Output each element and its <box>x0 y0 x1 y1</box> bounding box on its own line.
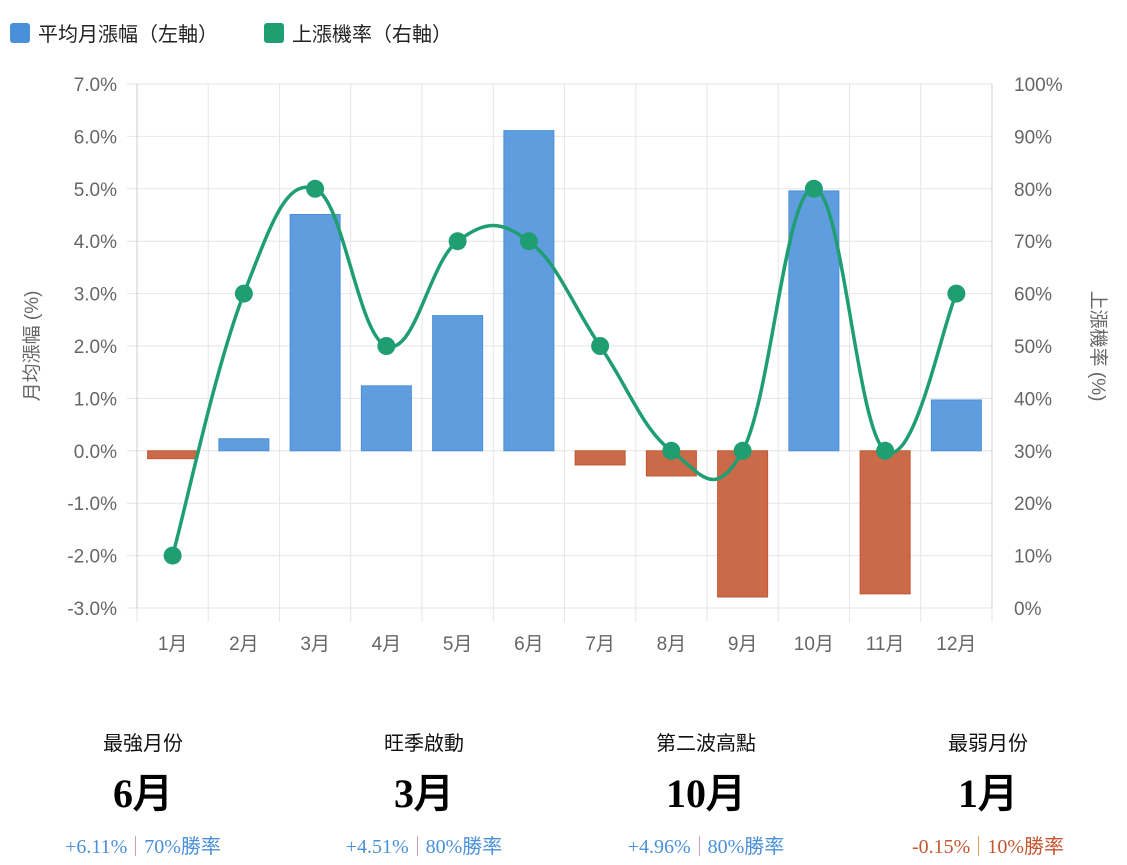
y-tick-label: 5.0% <box>74 180 117 201</box>
y2-tick-label: 70% <box>1014 232 1052 253</box>
stat-card: 最弱月份 1月 -0.15% 10%勝率 <box>858 725 1118 859</box>
stat-winrate: 70%勝率 <box>144 836 221 858</box>
win-rate-point <box>234 284 253 303</box>
stat-label: 最強月份 <box>103 733 183 755</box>
x-tick-label: 6月 <box>514 634 544 655</box>
bar <box>930 399 982 452</box>
stat-card: 第二波高點 10月 +4.96% 80%勝率 <box>576 725 836 859</box>
chart: -3.0% 0% -2.0% 10% -1.0% 20% 0.0% 30% 1.0% 40% 2.0… <box>21 75 1109 655</box>
bar <box>289 213 341 452</box>
stat-winrate: 80%勝率 <box>707 836 785 858</box>
y-tick-label: 4.0% <box>74 232 117 253</box>
stat-month: 10月 <box>666 771 746 816</box>
win-rate-point <box>448 232 467 251</box>
stat-change: +4.96% <box>627 836 691 858</box>
x-tick-label: 11月 <box>866 634 905 655</box>
x-tick-label: 10月 <box>794 634 834 655</box>
stat-card: 最強月份 6月 +6.11% 70%勝率 <box>13 725 273 859</box>
y-tick-label: 1.0% <box>74 389 117 410</box>
stat-label: 最弱月份 <box>948 733 1028 755</box>
y2-tick-label: 30% <box>1014 442 1052 463</box>
win-rate-point <box>947 284 966 303</box>
stat-label: 旺季啟動 <box>384 733 464 755</box>
legend-item-line[interactable]: 上漲機率（右軸） <box>264 18 452 47</box>
legend-item-bar[interactable]: 平均月漲幅（左軸） <box>10 18 218 47</box>
y2-tick-label: 40% <box>1014 389 1052 410</box>
win-rate-point <box>662 441 681 460</box>
bar <box>574 450 626 466</box>
y-tick-label: -3.0% <box>67 599 117 620</box>
y2-tick-label: 80% <box>1014 180 1052 201</box>
win-rate-point <box>163 546 182 565</box>
bar <box>218 438 270 452</box>
bar <box>147 450 199 460</box>
x-tick-label: 5月 <box>443 634 473 655</box>
stat-month: 6月 <box>113 771 173 816</box>
stat-month: 3月 <box>394 771 454 816</box>
bar <box>432 315 484 452</box>
win-rate-point <box>306 179 325 198</box>
y2-tick-label: 100% <box>1014 75 1063 96</box>
bar <box>859 450 911 595</box>
y-tick-label: -1.0% <box>67 494 117 515</box>
x-tick-label: 4月 <box>372 634 402 655</box>
stat-change: -0.15% <box>912 836 971 858</box>
x-tick-label: 8月 <box>657 634 687 655</box>
legend-label: 平均月漲幅（左軸） <box>38 24 218 46</box>
y2-tick-label: 0% <box>1014 599 1042 620</box>
legend-label: 上漲機率（右軸） <box>292 24 452 46</box>
y2-tick-label: 20% <box>1014 494 1052 515</box>
stat-month: 1月 <box>958 771 1018 816</box>
stat-change: +4.51% <box>345 836 409 858</box>
stat-label: 第二波高點 <box>656 733 756 755</box>
y2-tick-label: 10% <box>1014 547 1052 568</box>
y2-tick-label: 50% <box>1014 337 1052 358</box>
y-tick-label: 6.0% <box>74 127 117 148</box>
stat-winrate: 80%勝率 <box>425 836 503 858</box>
y2-tick-label: 90% <box>1014 127 1052 148</box>
legend-swatch <box>264 22 284 43</box>
bar <box>360 385 412 452</box>
x-tick-label: 7月 <box>585 634 615 655</box>
y-tick-label: 3.0% <box>74 285 117 306</box>
x-tick-label: 1月 <box>158 634 188 655</box>
y-tick-label: 7.0% <box>74 75 117 96</box>
win-rate-line <box>170 185 958 557</box>
x-tick-label: 9月 <box>728 634 758 655</box>
stats-row: 最強月份 6月 +6.11% 70%勝率 旺季啟動 3月 +4.51% 80%勝率 … <box>0 725 1127 865</box>
win-rate-point <box>519 232 538 251</box>
x-tick-label: 2月 <box>229 634 259 655</box>
win-rate-point <box>876 441 895 460</box>
win-rate-point <box>377 337 396 355</box>
legend-swatch <box>10 22 30 43</box>
y2-axis-title: 上漲機率 (%) <box>1087 291 1109 402</box>
y-tick-label: 2.0% <box>74 337 117 358</box>
stat-card: 旺季啟動 3月 +4.51% 80%勝率 <box>294 725 554 859</box>
x-tick-label: 3月 <box>300 634 330 655</box>
win-rate-point <box>804 179 823 198</box>
win-rate-point <box>733 441 752 460</box>
stat-change: +6.11% <box>65 836 128 858</box>
y-axis-title: 月均漲幅 (%) <box>21 291 43 402</box>
bar <box>788 190 840 452</box>
x-tick-label: 12月 <box>936 634 976 655</box>
bar <box>503 130 555 452</box>
y2-tick-label: 60% <box>1014 285 1052 306</box>
win-rate-point <box>591 337 610 355</box>
chart-legend: 平均月漲幅（左軸） 上漲機率（右軸） <box>10 18 452 47</box>
stat-winrate: 10%勝率 <box>987 836 1064 858</box>
y-tick-label: -2.0% <box>67 547 117 568</box>
y-tick-label: 0.0% <box>74 442 117 463</box>
